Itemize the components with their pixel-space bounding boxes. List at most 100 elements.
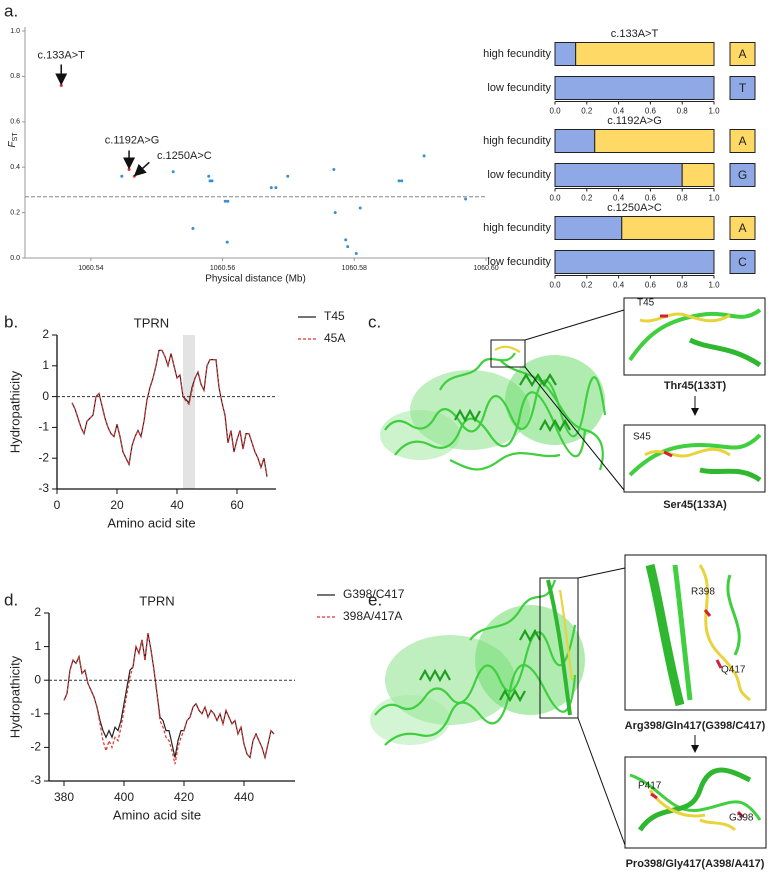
y-tick-label: -1 — [38, 420, 49, 434]
point — [358, 206, 362, 210]
panel-label: c. — [368, 312, 381, 331]
structure-caption: Thr45(133T) — [664, 380, 727, 392]
point — [333, 211, 337, 215]
point — [400, 179, 404, 183]
bar-segment — [554, 76, 715, 100]
y-tick-label: -3 — [38, 481, 49, 495]
chart-title: c.1250A>C — [607, 202, 662, 214]
bar-segment — [554, 216, 623, 240]
allele-label: A — [738, 134, 746, 148]
bar-segment — [554, 163, 683, 187]
y-tick-label: 0.6 — [10, 119, 20, 126]
series-line — [63, 633, 275, 760]
y-tick-label: 0.2 — [10, 209, 20, 216]
point — [354, 251, 358, 255]
y-tick-label: 0.0 — [10, 255, 20, 262]
y-tick-label: 1 — [42, 358, 49, 372]
x-tick-label: 1.0 — [708, 281, 720, 290]
x-axis-label: Physical distance (Mb) — [205, 274, 306, 285]
x-tick-label: 1060.54 — [78, 265, 103, 272]
point — [59, 83, 63, 87]
y-label-sub: ST — [12, 132, 19, 142]
point — [344, 238, 348, 242]
category-label: high fecundity — [483, 48, 551, 60]
residue-label: T45 — [637, 298, 655, 309]
protein-structure-e — [370, 567, 626, 846]
allele-box — [729, 250, 756, 274]
panel-label: b. — [4, 312, 18, 331]
point — [332, 167, 336, 171]
x-axis-label: Amino acid site — [113, 807, 201, 822]
y-tick-label: -2 — [38, 450, 49, 464]
residue-label: Q417 — [721, 665, 746, 676]
x-tick-label: 0.8 — [677, 194, 689, 203]
legend-label: 398A/417A — [343, 609, 402, 623]
x-tick-label: 0.6 — [645, 194, 657, 203]
point — [120, 174, 124, 178]
structure-caption: Ser45(133A) — [663, 499, 727, 511]
x-tick-label: 0.4 — [613, 107, 625, 116]
chart-title: c.133A>T — [611, 28, 659, 40]
x-tick-label: 0.4 — [613, 194, 625, 203]
y-axis-label: Hydropathicity — [7, 655, 22, 738]
allele-box — [729, 129, 756, 153]
point — [225, 240, 229, 244]
y-axis-label: FST — [7, 132, 19, 148]
x-tick-label: 1060.58 — [342, 265, 367, 272]
annotation: c.1250A>C — [157, 150, 212, 162]
chart-title: TPRN — [134, 315, 169, 330]
structure-caption: Pro398/Gly417(A398/A417) — [626, 858, 765, 870]
x-tick-label: 1.0 — [708, 194, 720, 203]
residue-label: P417 — [638, 781, 662, 792]
point — [346, 245, 350, 249]
legend-label: 45A — [324, 331, 345, 345]
panel-label: a. — [4, 1, 18, 20]
x-tick-label: 0.6 — [645, 281, 657, 290]
category-label: high fecundity — [483, 222, 551, 234]
bar-segment — [681, 163, 715, 187]
point — [223, 199, 227, 203]
series-line — [63, 633, 275, 765]
category-label: low fecundity — [487, 256, 551, 268]
chart-title: c.1192A>G — [607, 115, 662, 127]
y-tick-label: -1 — [30, 706, 41, 720]
residue-label: R398 — [691, 587, 715, 598]
point — [191, 226, 195, 230]
x-tick-label: 380 — [54, 790, 74, 804]
x-tick-label: 400 — [114, 790, 134, 804]
x-tick-label: 0.2 — [581, 281, 593, 290]
x-tick-label: 0.6 — [645, 107, 657, 116]
x-tick-label: 420 — [174, 790, 194, 804]
point — [132, 174, 136, 178]
x-tick-label: 0.8 — [677, 281, 689, 290]
allele-label: G — [738, 168, 747, 182]
allele-label: C — [738, 255, 747, 269]
annotation: c.1192A>G — [105, 134, 160, 146]
bar-segment — [554, 129, 596, 153]
protein-structure-c — [380, 309, 625, 491]
y-tick-label: 0 — [34, 672, 41, 686]
y-tick-label: 2 — [34, 605, 41, 619]
series-line — [71, 349, 268, 477]
point — [226, 199, 230, 203]
x-tick-label: 0.8 — [677, 107, 689, 116]
x-tick-label: 1060.60 — [473, 265, 498, 272]
legend-label: G398/C417 — [343, 587, 405, 601]
x-tick-label: 0 — [54, 498, 61, 512]
bar-segment — [554, 250, 715, 274]
x-tick-label: 1060.56 — [210, 265, 235, 272]
allele-label: A — [738, 221, 746, 235]
x-tick-label: 20 — [110, 498, 124, 512]
point — [422, 154, 426, 158]
x-axis-label: Amino acid site — [107, 515, 195, 530]
bar-segment — [554, 42, 577, 66]
x-tick-label: 40 — [170, 498, 184, 512]
x-tick-label: 0.0 — [549, 281, 561, 290]
allele-label: T — [739, 81, 747, 95]
structure-caption: Arg398/Gln417(G398/C417) — [625, 720, 766, 732]
point — [286, 174, 290, 178]
y-tick-label: 0 — [42, 389, 49, 403]
y-tick-label: 1 — [34, 639, 41, 653]
series-line — [71, 349, 268, 477]
x-tick-label: 0.0 — [549, 194, 561, 203]
